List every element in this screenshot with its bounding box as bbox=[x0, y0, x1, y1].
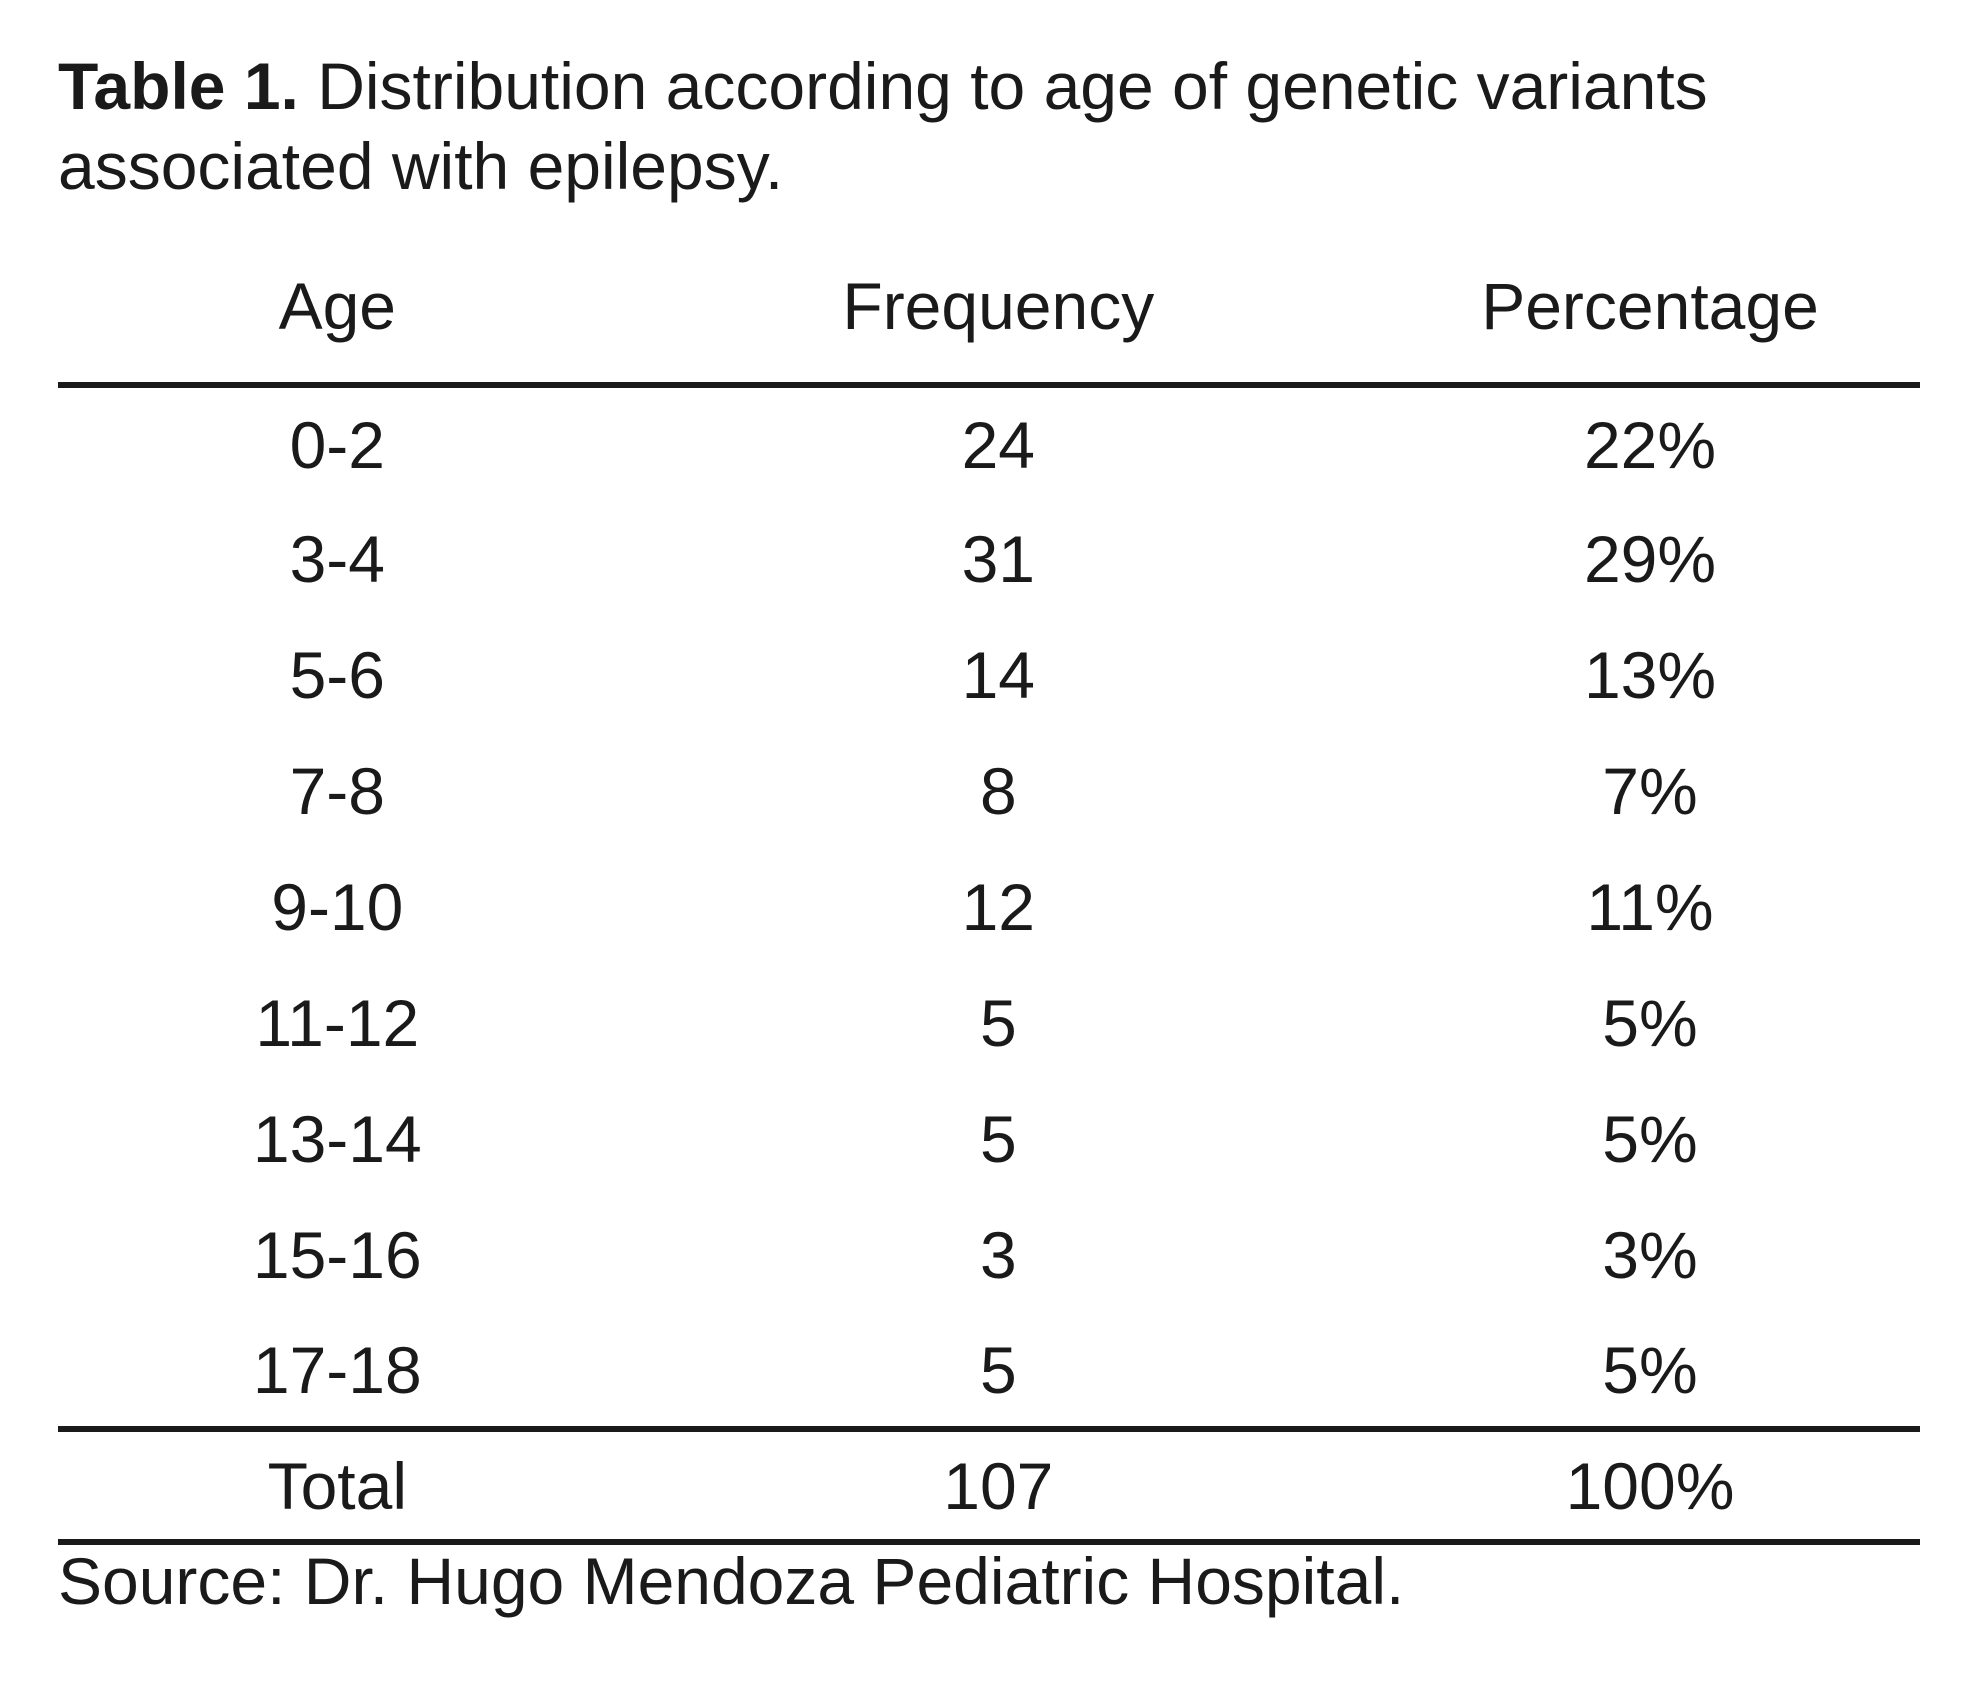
age-cell: 13-14 bbox=[252, 1102, 422, 1176]
age-cell: 0-2 bbox=[289, 407, 385, 482]
total-percentage-cell: 100% bbox=[1380, 1426, 1920, 1545]
frequency-cell: 14 bbox=[961, 638, 1035, 712]
header-age-cell: Age bbox=[58, 206, 617, 388]
table-row: 17-18 5 5% bbox=[58, 1313, 1920, 1429]
source-note: Source: Dr. Hugo Mendoza Pediatric Hospi… bbox=[58, 1544, 1405, 1618]
percentage-cell: 5% bbox=[1602, 1332, 1698, 1407]
percentage-cell: 11% bbox=[1586, 870, 1714, 944]
total-frequency-cell: 107 bbox=[616, 1426, 1380, 1545]
table-caption-label: Table 1. bbox=[58, 49, 299, 123]
header-frequency-cell: Frequency bbox=[616, 206, 1380, 388]
table-row: 5-6 14 13% bbox=[58, 617, 1920, 733]
table-row: 0-2 24 22% bbox=[58, 385, 1920, 501]
age-cell: 7-8 bbox=[289, 754, 385, 828]
table-body: 0-2 24 22% 3-4 31 29% 5-6 14 13% 7-8 8 7% 9-10 12 11% 1… bbox=[58, 385, 1920, 1429]
percentage-cell: 7% bbox=[1602, 754, 1698, 828]
age-cell: 17-18 bbox=[252, 1332, 422, 1407]
age-cell: 3-4 bbox=[289, 522, 385, 596]
table-total-row: Total 107 100% bbox=[58, 1426, 1920, 1545]
frequency-cell: 5 bbox=[979, 986, 1017, 1060]
percentage-cell: 5% bbox=[1602, 1102, 1698, 1176]
table-row: 11-12 5 5% bbox=[58, 965, 1920, 1081]
percentage-cell: 22% bbox=[1583, 407, 1717, 482]
age-cell: 5-6 bbox=[289, 638, 385, 712]
table-caption-text: Distribution according to age of genetic… bbox=[58, 49, 1708, 203]
frequency-cell: 5 bbox=[979, 1332, 1017, 1407]
percentage-cell: 13% bbox=[1583, 638, 1717, 712]
frequency-cell: 3 bbox=[979, 1218, 1017, 1292]
table-row: 9-10 12 11% bbox=[58, 849, 1920, 965]
data-table: Age Frequency Percentage 0-2 24 22% 3-4 31 29… bbox=[58, 206, 1920, 1545]
frequency-cell: 31 bbox=[961, 522, 1035, 596]
percentage-cell: 5% bbox=[1602, 986, 1698, 1060]
table-row: 7-8 8 7% bbox=[58, 733, 1920, 849]
table-row: 3-4 31 29% bbox=[58, 501, 1920, 617]
total-label-cell: Total bbox=[58, 1426, 617, 1545]
age-cell: 11-12 bbox=[255, 986, 420, 1060]
frequency-cell: 5 bbox=[979, 1102, 1017, 1176]
table-caption: Table 1. Distribution according to age o… bbox=[58, 46, 1758, 206]
percentage-cell: 29% bbox=[1583, 522, 1717, 596]
table-row: 13-14 5 5% bbox=[58, 1081, 1920, 1197]
table-header-row: Age Frequency Percentage bbox=[58, 206, 1920, 388]
percentage-cell: 3% bbox=[1602, 1218, 1698, 1292]
header-percentage-cell: Percentage bbox=[1380, 206, 1920, 388]
age-cell: 15-16 bbox=[252, 1218, 422, 1292]
frequency-cell: 24 bbox=[961, 407, 1035, 482]
frequency-cell: 12 bbox=[961, 870, 1035, 944]
frequency-cell: 8 bbox=[979, 754, 1017, 828]
age-cell: 9-10 bbox=[271, 870, 404, 944]
table-row: 15-16 3 3% bbox=[58, 1197, 1920, 1313]
